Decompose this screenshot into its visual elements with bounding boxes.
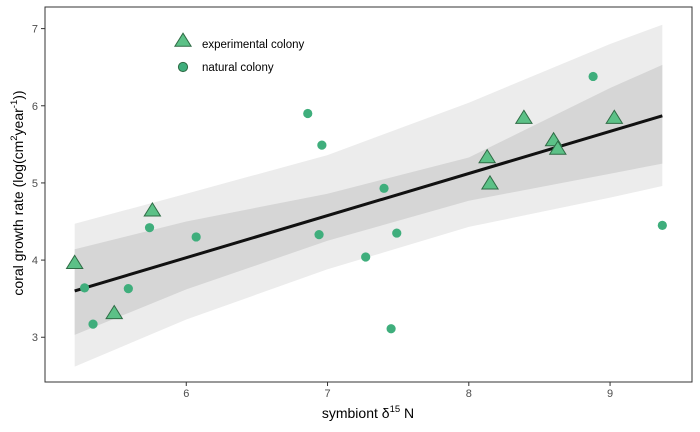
triangle-key-icon (173, 32, 193, 47)
natural-colony-point (79, 283, 90, 293)
natural-colony-point (144, 223, 155, 233)
panel-border (44, 6, 693, 383)
legend-label-natural-colony: natural colony (202, 62, 274, 74)
y-axis-title: coral growth rate (log(cm2year-1)) (9, 90, 26, 295)
experimental-colony-point (478, 148, 497, 164)
natural-colony-point (392, 228, 402, 238)
natural-colony-point (191, 232, 201, 242)
experimental-colony-point (65, 254, 84, 269)
natural-colony-point (361, 252, 371, 262)
legend-label-experimental-colony: experimental colony (202, 39, 305, 51)
x-axis: 6 7 8 9 (183, 382, 613, 400)
y-tick-label: 3 (32, 332, 38, 344)
natural-colony-point (303, 108, 313, 119)
plot-panel (44, 6, 693, 383)
data-points (65, 71, 667, 334)
natural-colony-point (588, 71, 598, 82)
x-tick-label: 6 (183, 388, 189, 400)
y-tick-label: 4 (32, 255, 38, 267)
natural-colony-point (317, 140, 327, 150)
fit-line-group (74, 114, 663, 293)
y-tick-label: 7 (32, 24, 38, 36)
natural-colony-point (123, 284, 133, 294)
x-tick-label: 9 (607, 388, 613, 400)
y-axis: 3 4 5 6 7 (32, 24, 45, 344)
legend-key-natural-colony (177, 61, 189, 73)
y-tick-label: 6 (32, 101, 38, 113)
experimental-colony-point (514, 109, 533, 124)
regression-line (74, 114, 663, 293)
natural-colony-point (88, 319, 98, 329)
natural-colony-point (379, 183, 389, 193)
natural-colony-point (386, 324, 396, 334)
experimental-colony-point (548, 140, 567, 155)
experimental-colony-point (480, 174, 500, 190)
experimental-colony-point (143, 201, 162, 217)
natural-colony-point (314, 230, 324, 240)
x-axis-title: symbiont δ15 N (322, 404, 414, 421)
circle-key-icon (177, 61, 189, 73)
legend-key-experimental-colony (173, 32, 193, 47)
experimental-colony-point (105, 304, 124, 320)
experimental-colony-point (605, 109, 624, 124)
confidence-bands (74, 24, 663, 367)
y-tick-label: 5 (32, 178, 38, 190)
natural-colony-point (657, 220, 667, 230)
inner-confidence-band (74, 64, 663, 335)
x-tick-label: 8 (466, 388, 472, 400)
x-tick-label: 7 (324, 388, 330, 400)
legend: experimental colony natural colony (173, 32, 305, 74)
